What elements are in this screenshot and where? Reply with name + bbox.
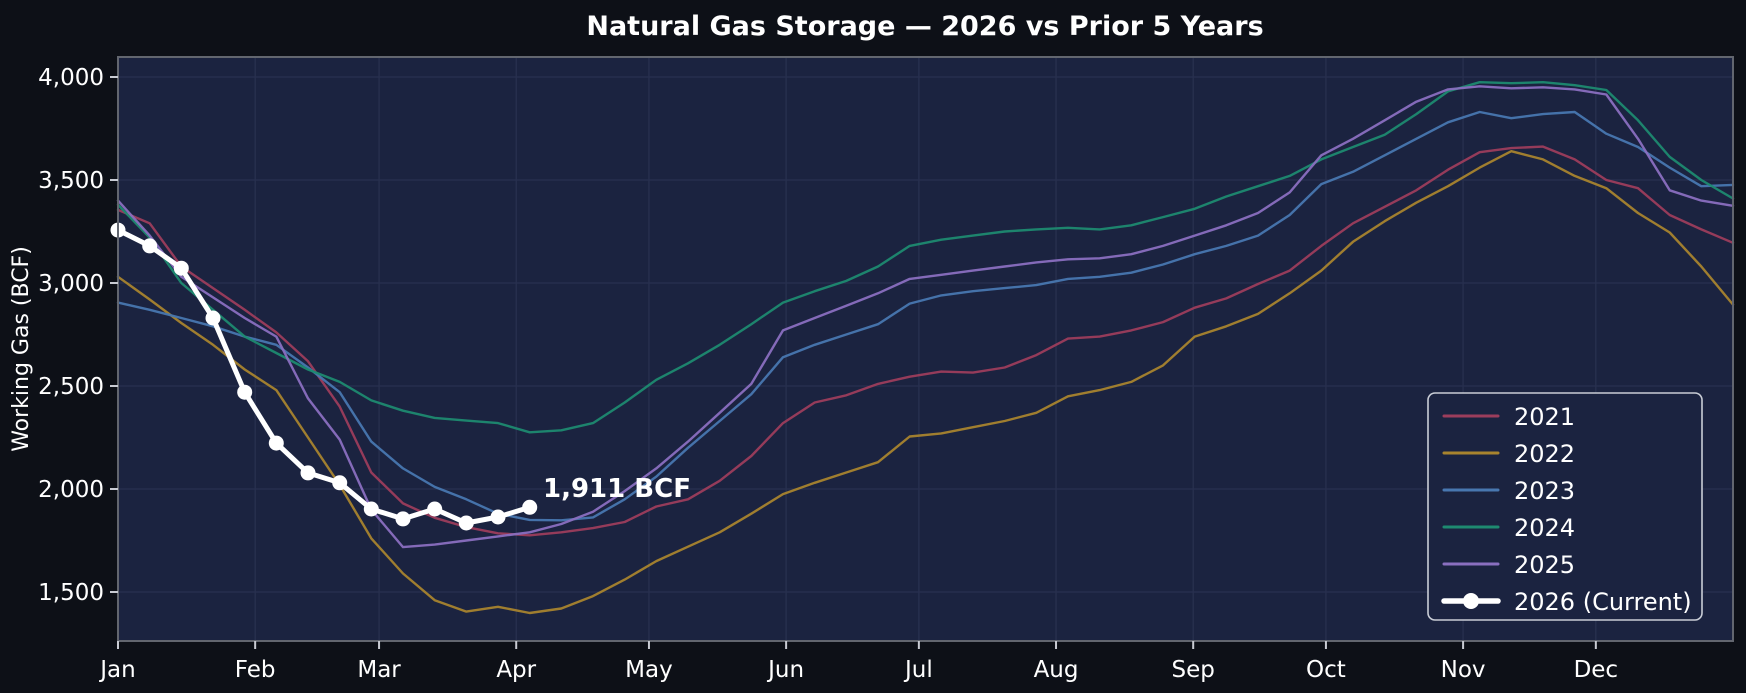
series-marker-2026--current- bbox=[237, 384, 253, 400]
series-marker-2026--current- bbox=[363, 501, 379, 517]
axis-tick-labels: 1,500 2,000 2,500 3,000 3,500 4,000 Jan Feb Mar A… bbox=[38, 65, 1618, 683]
series-marker-2026--current- bbox=[142, 238, 158, 254]
series-line-2022 bbox=[116, 149, 1735, 615]
y-tick-label: 3,000 bbox=[38, 271, 104, 297]
x-tick-label: Dec bbox=[1574, 657, 1619, 683]
current-value-annotation: 1,911 BCF bbox=[543, 474, 691, 504]
legend-label-2025: 2025 bbox=[1514, 551, 1575, 579]
y-tick-label: 3,500 bbox=[38, 168, 104, 194]
data-series bbox=[110, 80, 1735, 615]
series-line-2021 bbox=[116, 145, 1735, 537]
x-tick-label: Feb bbox=[235, 657, 276, 683]
y-tick-label: 4,000 bbox=[38, 65, 104, 91]
plot-border bbox=[117, 56, 1734, 642]
x-tick-label: Jul bbox=[903, 657, 933, 683]
series-marker-2026--current- bbox=[522, 499, 538, 515]
series-marker-2026--current- bbox=[205, 310, 221, 326]
series-line-2025 bbox=[116, 85, 1735, 549]
axis-ticks bbox=[110, 76, 1597, 649]
x-tick-label: Sep bbox=[1172, 657, 1215, 683]
series-line-2023 bbox=[116, 110, 1735, 522]
x-tick-label: Aug bbox=[1034, 657, 1079, 683]
x-tick-label: Oct bbox=[1306, 657, 1346, 683]
x-tick-label: Mar bbox=[357, 657, 401, 683]
chart-title: Natural Gas Storage — 2026 vs Prior 5 Ye… bbox=[586, 11, 1263, 42]
series-marker-2026--current- bbox=[268, 435, 284, 451]
legend-label-2023: 2023 bbox=[1514, 477, 1575, 505]
y-tick-label: 1,500 bbox=[38, 580, 104, 606]
x-tick-label: Apr bbox=[496, 657, 536, 683]
legend-label-2021: 2021 bbox=[1514, 403, 1575, 431]
x-tick-label: Nov bbox=[1441, 657, 1486, 683]
series-marker-2026--current- bbox=[427, 501, 443, 517]
series-marker-2026--current- bbox=[490, 509, 506, 525]
series-marker-2026--current- bbox=[395, 511, 411, 527]
series-marker-2026--current- bbox=[173, 260, 189, 276]
y-tick-label: 2,000 bbox=[38, 477, 104, 503]
legend-label-2022: 2022 bbox=[1514, 440, 1575, 468]
series-marker-2026--current- bbox=[458, 515, 474, 531]
legend: 2021 2022 2023 2024 2025 2026 (Current) bbox=[1427, 392, 1703, 621]
gridlines bbox=[117, 57, 1733, 641]
y-axis-label: Working Gas (BCF) bbox=[9, 246, 34, 452]
series-marker-2026--current- bbox=[300, 465, 316, 481]
legend-label-2024: 2024 bbox=[1514, 514, 1575, 542]
x-tick-label: Jan bbox=[98, 657, 135, 683]
y-tick-label: 2,500 bbox=[38, 374, 104, 400]
series-marker-2026--current- bbox=[332, 475, 348, 491]
x-tick-label: May bbox=[625, 657, 673, 683]
legend-marker-2026 bbox=[1463, 593, 1479, 609]
x-tick-label: Jun bbox=[766, 657, 804, 683]
legend-label-2026--current-: 2026 (Current) bbox=[1514, 588, 1692, 616]
